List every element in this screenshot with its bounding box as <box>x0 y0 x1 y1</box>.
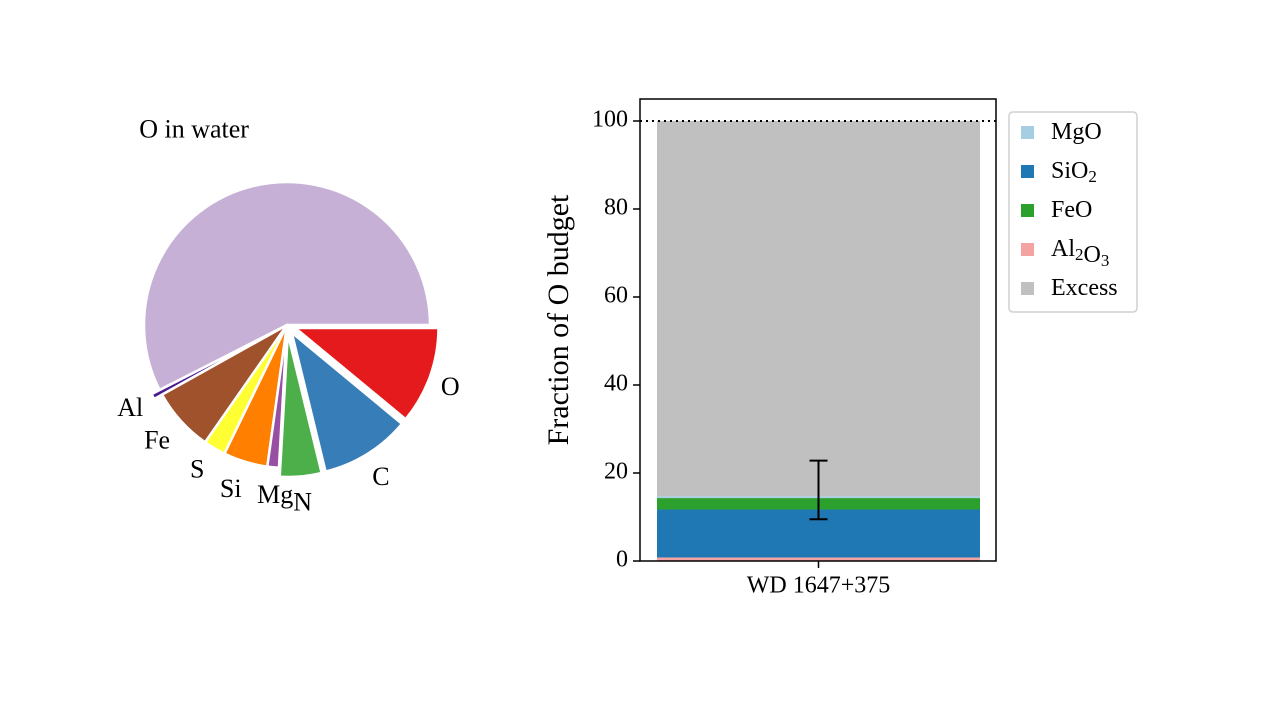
legend-label-al2o3: Al2O3 <box>1051 236 1109 270</box>
pie-label-mg: Mg <box>257 480 293 509</box>
pie-slice-mg <box>266 323 289 470</box>
y-tick-label: 80 <box>604 195 628 221</box>
legend-swatch-al2o3 <box>1021 243 1034 256</box>
legend-label-excess: Excess <box>1051 275 1118 301</box>
pie-slice-o-in-water <box>142 180 432 392</box>
pie-label-n: N <box>293 487 312 516</box>
pie-label-o: O <box>441 372 460 401</box>
y-tick-label: 60 <box>604 283 628 309</box>
pie-slice-n <box>278 332 323 479</box>
pie-label-o-in-water: O in water <box>139 114 249 143</box>
legend-label-mgo: MgO <box>1051 119 1102 145</box>
legend-label-sio2: SiO2 <box>1051 158 1097 186</box>
y-tick-label: 20 <box>604 459 628 485</box>
bar-segment-al2o3 <box>657 557 980 561</box>
error-bar <box>809 459 828 521</box>
y-tick-label: 40 <box>604 371 628 397</box>
pie-label-s: S <box>190 455 204 484</box>
legend-swatch-excess <box>1021 282 1034 295</box>
legend-label-feo: FeO <box>1051 197 1092 223</box>
y-tick-label: 100 <box>592 107 628 133</box>
pie-slice-c <box>290 331 404 473</box>
legend-swatch-mgo <box>1021 126 1034 139</box>
legend: MgO SiO2 FeO Al2O3 Excess <box>1008 111 1138 313</box>
bar-segment-excess <box>657 121 980 497</box>
pie-label-c: C <box>372 462 389 491</box>
pie-label-si: Si <box>220 474 242 503</box>
stacked-bar-chart: 0 20 40 60 80 100 WD 1647+375 Fraction of O bud… <box>542 98 1138 599</box>
legend-swatch-feo <box>1021 204 1034 217</box>
legend-swatch-sio2 <box>1021 165 1034 178</box>
pie-slice-o <box>294 326 440 421</box>
pie-label-fe: Fe <box>144 425 170 454</box>
y-tick-label: 0 <box>616 547 628 573</box>
y-axis-label: Fraction of O budget <box>542 194 575 445</box>
pie-label-al: Al <box>117 393 143 422</box>
x-tick-label: WD 1647+375 <box>747 573 891 599</box>
